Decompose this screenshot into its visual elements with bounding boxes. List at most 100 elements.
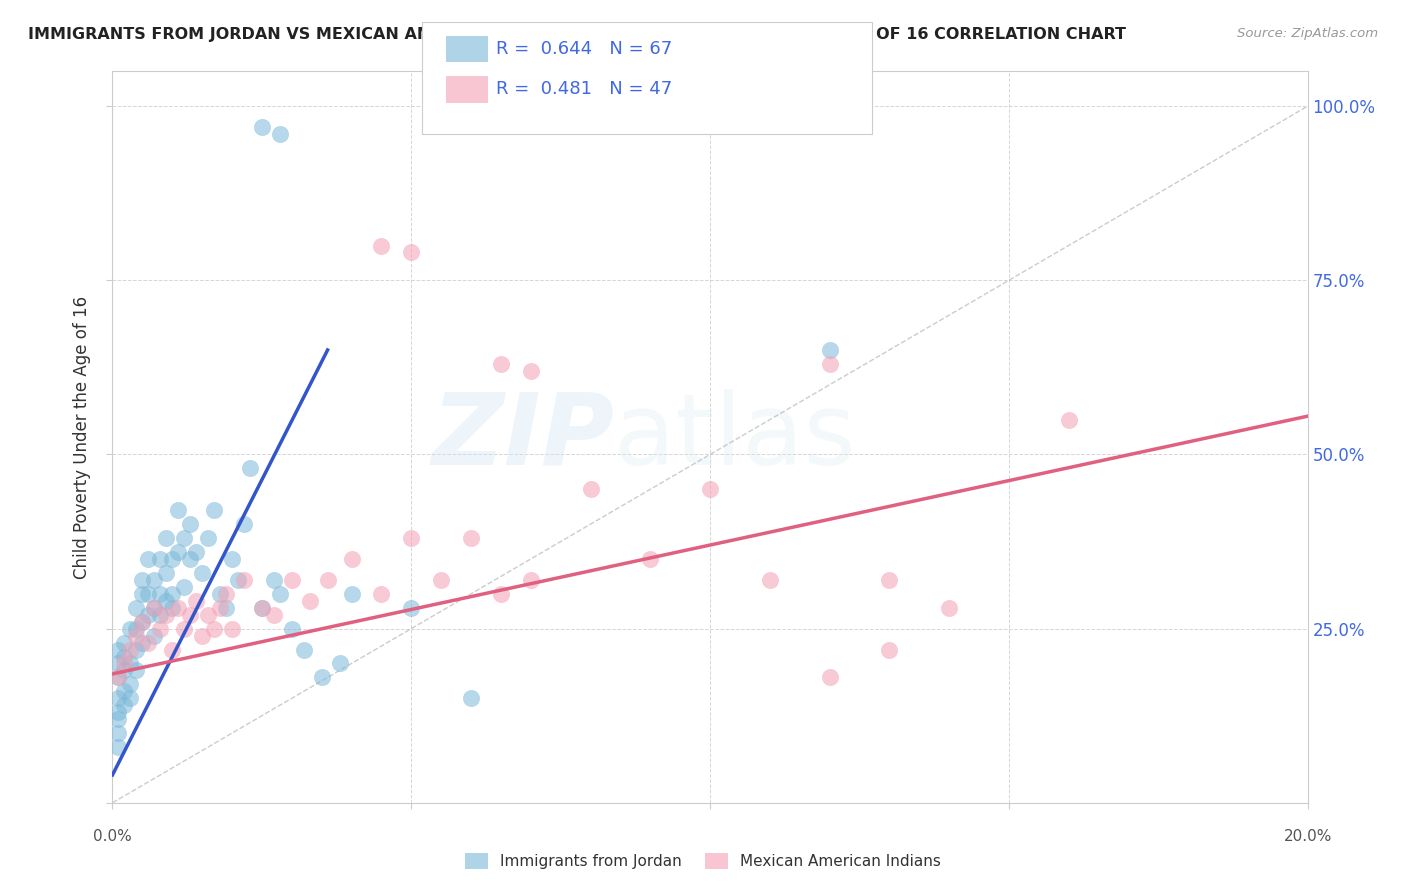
Point: [292, 642, 315, 657]
Point: [143, 600, 166, 615]
Point: [155, 531, 177, 545]
Point: [107, 670, 129, 684]
Point: [430, 573, 453, 587]
Point: [143, 629, 166, 643]
Point: [167, 600, 190, 615]
Point: [173, 622, 195, 636]
Point: [162, 642, 183, 657]
Point: [197, 607, 219, 622]
Point: [107, 657, 129, 671]
Point: [232, 573, 256, 587]
Point: [520, 573, 543, 587]
Point: [125, 600, 148, 615]
Point: [263, 607, 285, 622]
Point: [401, 531, 423, 545]
Point: [208, 600, 231, 615]
Point: [107, 691, 129, 706]
Point: [281, 622, 304, 636]
Legend: Immigrants from Jordan, Mexican American Indians: Immigrants from Jordan, Mexican American…: [458, 847, 948, 875]
Point: [877, 573, 901, 587]
Point: [186, 594, 208, 608]
Point: [107, 705, 129, 719]
Text: 20.0%: 20.0%: [1284, 829, 1331, 844]
Text: R =  0.481   N = 47: R = 0.481 N = 47: [496, 80, 672, 98]
Point: [226, 573, 249, 587]
Point: [114, 649, 135, 664]
Point: [162, 587, 183, 601]
Point: [167, 545, 190, 559]
Point: [114, 635, 135, 649]
Point: [215, 600, 238, 615]
Point: [173, 531, 195, 545]
Point: [340, 587, 363, 601]
Point: [579, 483, 602, 497]
Point: [877, 642, 901, 657]
Point: [699, 483, 721, 497]
Point: [120, 622, 142, 636]
Point: [173, 580, 195, 594]
Point: [370, 587, 392, 601]
Point: [460, 531, 482, 545]
Point: [114, 698, 135, 713]
Point: [162, 600, 183, 615]
Text: atlas: atlas: [614, 389, 856, 485]
Point: [125, 622, 148, 636]
Point: [107, 740, 129, 755]
Point: [131, 615, 153, 629]
Point: [328, 657, 352, 671]
Point: [120, 677, 142, 691]
Point: [250, 600, 273, 615]
Point: [281, 573, 304, 587]
Point: [162, 552, 183, 566]
Point: [155, 566, 177, 580]
Text: IMMIGRANTS FROM JORDAN VS MEXICAN AMERICAN INDIAN CHILD POVERTY UNDER THE AGE OF: IMMIGRANTS FROM JORDAN VS MEXICAN AMERIC…: [28, 27, 1126, 42]
Point: [263, 573, 285, 587]
Point: [191, 566, 214, 580]
Point: [638, 552, 662, 566]
Point: [197, 531, 219, 545]
Point: [179, 607, 201, 622]
Point: [107, 712, 129, 726]
Point: [186, 545, 208, 559]
Point: [215, 587, 238, 601]
Point: [489, 357, 512, 371]
Point: [107, 726, 129, 740]
Point: [149, 622, 172, 636]
Point: [370, 238, 392, 252]
Text: 0.0%: 0.0%: [93, 829, 132, 844]
Text: ZIP: ZIP: [432, 389, 614, 485]
Point: [138, 552, 160, 566]
Point: [143, 600, 166, 615]
Point: [1057, 412, 1080, 426]
Point: [269, 127, 291, 141]
Point: [155, 607, 177, 622]
Point: [120, 642, 142, 657]
Point: [520, 364, 543, 378]
Point: [221, 622, 243, 636]
Point: [125, 664, 148, 678]
Text: Source: ZipAtlas.com: Source: ZipAtlas.com: [1237, 27, 1378, 40]
Point: [125, 629, 148, 643]
Point: [311, 670, 333, 684]
Point: [131, 573, 153, 587]
Point: [114, 664, 135, 678]
Point: [202, 503, 225, 517]
Point: [401, 245, 423, 260]
Point: [818, 357, 841, 371]
Point: [208, 587, 231, 601]
Point: [143, 573, 166, 587]
Point: [138, 587, 160, 601]
Point: [202, 622, 225, 636]
Point: [149, 587, 172, 601]
Point: [131, 615, 153, 629]
Y-axis label: Child Poverty Under the Age of 16: Child Poverty Under the Age of 16: [73, 295, 91, 579]
Point: [107, 670, 129, 684]
Point: [239, 461, 262, 475]
Point: [221, 552, 243, 566]
Point: [818, 343, 841, 357]
Point: [340, 552, 363, 566]
Point: [298, 594, 321, 608]
Point: [250, 600, 273, 615]
Point: [131, 587, 153, 601]
Point: [120, 657, 142, 671]
